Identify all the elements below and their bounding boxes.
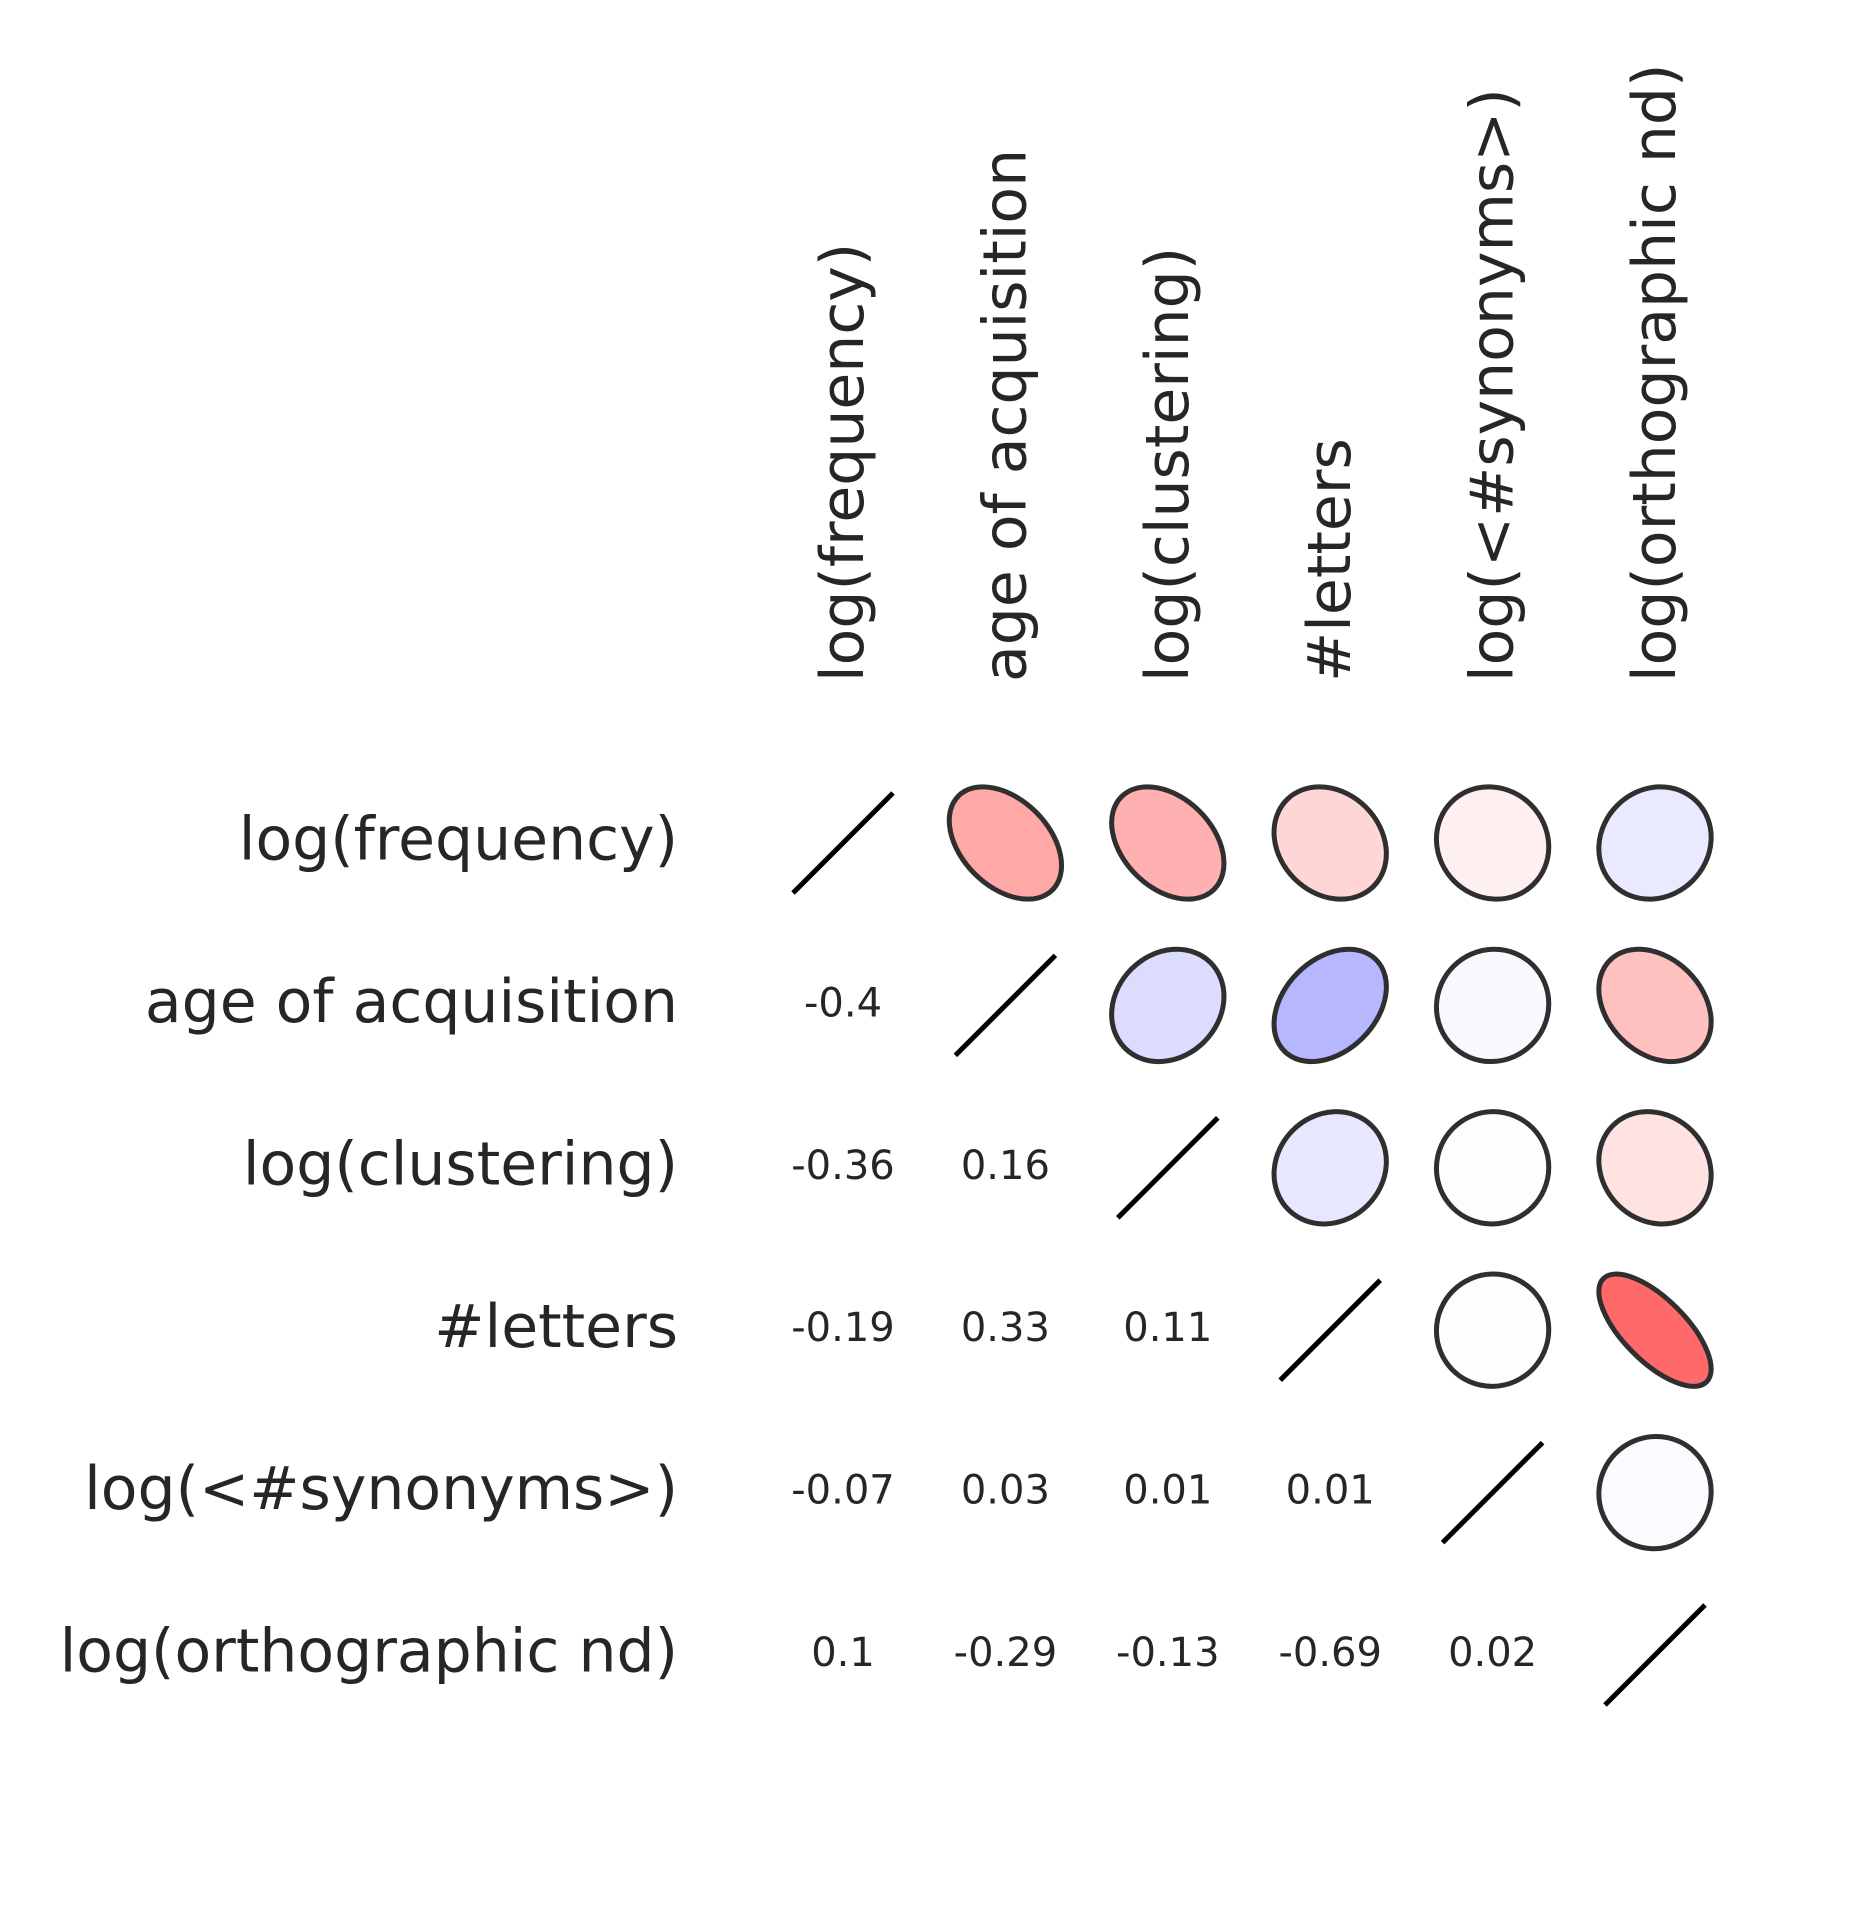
corr-ellipse-2-4 — [1433, 1109, 1552, 1227]
corr-value-4-2: 0.01 — [1123, 1468, 1212, 1514]
col-label-3: #letters — [1295, 438, 1365, 682]
matrix-cells: -0.4 -0.36 0.16 -0.19 0.33 0.11 -0.07 0.03 0.01 0… — [791, 784, 1714, 1707]
col-label-4: log(<#synonyms>) — [1458, 88, 1528, 682]
corr-ellipse-1-5 — [1596, 946, 1714, 1065]
diagonal-line-1 — [953, 953, 1058, 1058]
column-labels: log(frequency) age of acquisition log(cl… — [808, 64, 1690, 682]
corr-value-5-1: -0.29 — [954, 1630, 1058, 1676]
col-label-0: log(frequency) — [808, 243, 878, 682]
corr-value-4-1: 0.03 — [961, 1468, 1050, 1514]
corr-value-3-1: 0.33 — [961, 1305, 1050, 1351]
corr-ellipse-2-5 — [1596, 1109, 1714, 1227]
corr-ellipse-0-4 — [1433, 784, 1552, 902]
corr-value-3-2: 0.11 — [1123, 1305, 1212, 1351]
row-label-4: log(<#synonyms>) — [84, 1454, 678, 1524]
corr-value-5-4: 0.02 — [1448, 1630, 1537, 1676]
corr-value-3-0: -0.19 — [791, 1305, 895, 1351]
corr-ellipse-0-5 — [1596, 784, 1714, 902]
corr-ellipse-3-5 — [1596, 1271, 1714, 1389]
corr-ellipse-1-2 — [1109, 946, 1227, 1065]
corr-value-5-0: 0.1 — [811, 1630, 875, 1676]
row-label-0: log(frequency) — [239, 805, 678, 875]
row-label-5: log(orthographic nd) — [60, 1617, 678, 1687]
diagonal-line-5 — [1603, 1603, 1707, 1707]
corr-ellipse-0-2 — [1109, 784, 1227, 902]
corr-value-1-0: -0.4 — [804, 980, 882, 1026]
corr-ellipse-1-4 — [1433, 946, 1552, 1065]
col-label-2: log(clustering) — [1133, 247, 1203, 682]
row-label-3: #letters — [434, 1292, 678, 1362]
corr-value-5-3: -0.69 — [1278, 1630, 1382, 1676]
corr-value-5-2: -0.13 — [1116, 1630, 1220, 1676]
corr-value-4-3: 0.01 — [1286, 1468, 1375, 1514]
row-labels: log(frequency) age of acquisition log(cl… — [60, 805, 678, 1687]
corr-ellipse-2-3 — [1271, 1109, 1389, 1227]
diagonal-line-4 — [1440, 1440, 1545, 1545]
diagonal-line-0 — [791, 791, 895, 895]
corr-ellipse-3-4 — [1433, 1271, 1552, 1389]
corr-value-2-0: -0.36 — [791, 1143, 895, 1189]
diagonal-line-2 — [1116, 1116, 1220, 1220]
corr-value-2-1: 0.16 — [961, 1143, 1050, 1189]
col-label-1: age of acquisition — [970, 149, 1040, 682]
corr-ellipse-0-1 — [946, 784, 1065, 902]
corr-ellipse-0-3 — [1271, 784, 1389, 902]
row-label-2: log(clustering) — [243, 1129, 678, 1199]
corr-value-4-0: -0.07 — [791, 1468, 895, 1514]
corr-ellipse-1-3 — [1271, 946, 1389, 1065]
row-label-1: age of acquisition — [145, 967, 678, 1037]
corr-ellipse-4-5 — [1596, 1433, 1714, 1552]
diagonal-line-3 — [1278, 1278, 1382, 1382]
col-label-5: log(orthographic nd) — [1620, 64, 1690, 682]
